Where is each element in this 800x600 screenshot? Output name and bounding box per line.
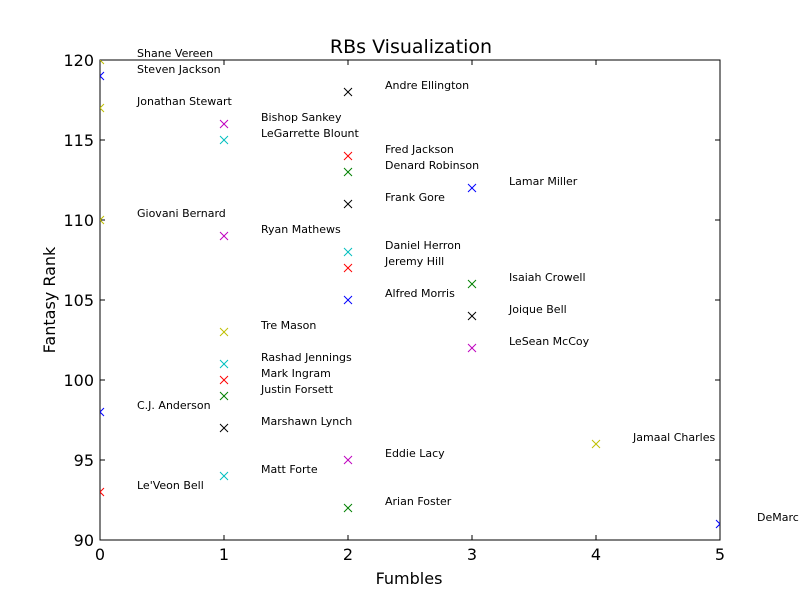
x-tick-label: 5 <box>715 545 725 564</box>
y-tick-label: 105 <box>63 291 94 310</box>
point-label: Jonathan Stewart <box>136 95 233 108</box>
point-label: DeMarc <box>757 511 799 524</box>
data-point <box>219 471 229 481</box>
data-point <box>219 391 229 401</box>
data-point <box>219 359 229 369</box>
data-point <box>343 151 353 161</box>
point-label: Andre Ellington <box>385 79 469 92</box>
x-tick-label: 2 <box>343 545 353 564</box>
data-point <box>343 199 353 209</box>
data-point <box>100 407 105 417</box>
point-label: Marshawn Lynch <box>261 415 352 428</box>
data-point <box>343 247 353 257</box>
data-point <box>100 60 105 65</box>
y-tick-label: 95 <box>74 451 94 470</box>
plot-frame <box>99 59 721 541</box>
chart-title: RBs Visualization <box>330 36 492 58</box>
point-label: Daniel Herron <box>385 239 461 252</box>
point-label: Steven Jackson <box>137 63 221 76</box>
y-tick-label: 115 <box>63 131 94 150</box>
data-point <box>343 167 353 177</box>
point-label: Frank Gore <box>385 191 445 204</box>
point-label: Denard Robinson <box>385 159 479 172</box>
data-point <box>100 487 105 497</box>
point-label: Mark Ingram <box>261 367 331 380</box>
data-point <box>219 327 229 337</box>
point-label: LeSean McCoy <box>509 335 590 348</box>
data-point <box>343 295 353 305</box>
point-label: Isaiah Crowell <box>509 271 586 284</box>
x-axis-label: Fumbles <box>376 569 443 588</box>
x-tick-label: 1 <box>219 545 229 564</box>
point-label: Alfred Morris <box>385 287 455 300</box>
data-point <box>219 231 229 241</box>
data-point <box>100 215 105 225</box>
data-point <box>343 263 353 273</box>
x-tick-label: 0 <box>95 545 105 564</box>
point-label: Shane Vereen <box>137 47 213 60</box>
data-point <box>219 135 229 145</box>
y-tick-label: 100 <box>63 371 94 390</box>
point-label: Bishop Sankey <box>261 111 342 124</box>
point-label: Ryan Mathews <box>261 223 341 236</box>
y-tick-label: 120 <box>63 51 94 70</box>
point-label: Jeremy Hill <box>384 255 444 268</box>
point-label: Joique Bell <box>508 303 567 316</box>
point-label: Fred Jackson <box>385 143 454 156</box>
point-label: Eddie Lacy <box>385 447 445 460</box>
y-axis-label: Fantasy Rank <box>40 246 59 353</box>
data-point <box>343 87 353 97</box>
y-tick-label: 90 <box>74 531 94 550</box>
plot-area: 0 1 2 3 4 5 90 95 100 105 110 115 120 Shane Vereen Ste… <box>63 47 798 564</box>
y-tick-label: 110 <box>63 211 94 230</box>
data-point <box>591 439 601 449</box>
data-point <box>467 343 477 353</box>
point-label: Rashad Jennings <box>261 351 352 364</box>
point-label: Arian Foster <box>385 495 452 508</box>
data-point <box>343 503 353 513</box>
x-tick-label: 3 <box>467 545 477 564</box>
point-label: Giovani Bernard <box>137 207 226 220</box>
point-label: LeGarrette Blount <box>261 127 360 140</box>
data-point <box>715 519 720 529</box>
x-tick-label: 4 <box>591 545 601 564</box>
point-label: Jamaal Charles <box>632 431 715 444</box>
point-label: Justin Forsett <box>260 383 334 396</box>
markers-group <box>100 60 720 529</box>
data-point <box>343 455 353 465</box>
data-point <box>219 119 229 129</box>
point-label: Matt Forte <box>261 463 318 476</box>
point-label: Lamar Miller <box>509 175 578 188</box>
data-point <box>467 183 477 193</box>
data-point <box>467 311 477 321</box>
point-label: Tre Mason <box>260 319 316 332</box>
data-point <box>219 375 229 385</box>
data-point <box>100 103 105 113</box>
data-point <box>100 71 105 81</box>
point-label: Le'Veon Bell <box>137 479 204 492</box>
data-point <box>219 423 229 433</box>
point-label: C.J. Anderson <box>137 399 211 412</box>
data-point <box>467 279 477 289</box>
